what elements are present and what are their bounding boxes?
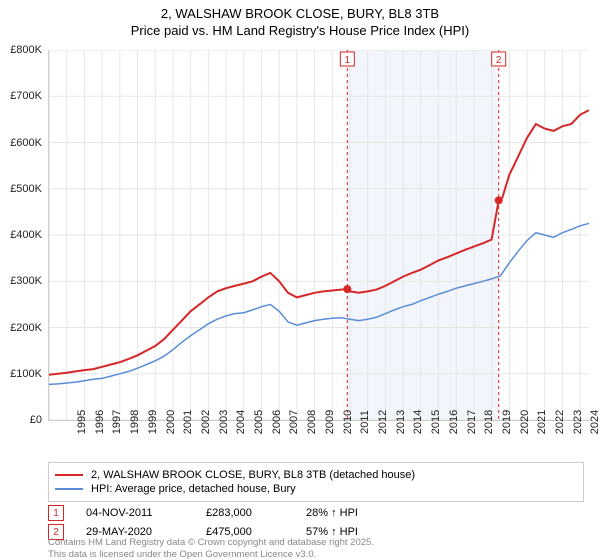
transaction-hpi: 28% ↑ HPI: [306, 507, 358, 519]
y-tick-label: £600K: [10, 137, 42, 149]
flag-number-box: 1: [48, 505, 64, 521]
legend-swatch-blue: [55, 488, 83, 490]
title-line1: 2, WALSHAW BROOK CLOSE, BURY, BL8 3TB: [161, 6, 439, 21]
y-tick-label: £0: [30, 414, 42, 426]
footer-line2: This data is licensed under the Open Gov…: [48, 549, 316, 560]
transaction-row: 1 04-NOV-2011£283,00028% ↑ HPI: [48, 505, 588, 521]
legend-label-1: 2, WALSHAW BROOK CLOSE, BURY, BL8 3TB (d…: [91, 469, 415, 481]
legend-item-price-paid: 2, WALSHAW BROOK CLOSE, BURY, BL8 3TB (d…: [55, 469, 577, 481]
svg-text:1: 1: [345, 55, 351, 66]
svg-text:2: 2: [496, 55, 502, 66]
y-tick-label: £200K: [10, 322, 42, 334]
transaction-price: £475,000: [206, 526, 306, 538]
y-tick-label: £800K: [10, 44, 42, 56]
legend-swatch-red: [55, 474, 83, 476]
title-line2: Price paid vs. HM Land Registry's House …: [131, 23, 469, 38]
y-tick-label: £700K: [10, 90, 42, 102]
transaction-hpi: 57% ↑ HPI: [306, 526, 358, 538]
chart-title: 2, WALSHAW BROOK CLOSE, BURY, BL8 3TB Pr…: [0, 0, 600, 40]
y-tick-label: £300K: [10, 275, 42, 287]
transaction-price: £283,000: [206, 507, 306, 519]
y-tick-label: £400K: [10, 229, 42, 241]
legend: 2, WALSHAW BROOK CLOSE, BURY, BL8 3TB (d…: [48, 462, 584, 502]
x-axis: 1995199619971998199920002001200220032004…: [48, 422, 588, 462]
transaction-date: 29-MAY-2020: [86, 526, 206, 538]
chart-svg: 12: [49, 50, 589, 420]
y-tick-label: £100K: [10, 368, 42, 380]
transaction-date: 04-NOV-2011: [86, 507, 206, 519]
footer-line1: Contains HM Land Registry data © Crown c…: [48, 537, 374, 548]
legend-label-2: HPI: Average price, detached house, Bury: [91, 483, 296, 495]
x-tick-label: 2025: [579, 410, 600, 434]
legend-item-hpi: HPI: Average price, detached house, Bury: [55, 483, 577, 495]
footer-attribution: Contains HM Land Registry data © Crown c…: [48, 537, 374, 560]
chart-plot-area: 12: [48, 50, 589, 421]
y-axis: £0£100K£200K£300K£400K£500K£600K£700K£80…: [0, 50, 46, 420]
y-tick-label: £500K: [10, 183, 42, 195]
